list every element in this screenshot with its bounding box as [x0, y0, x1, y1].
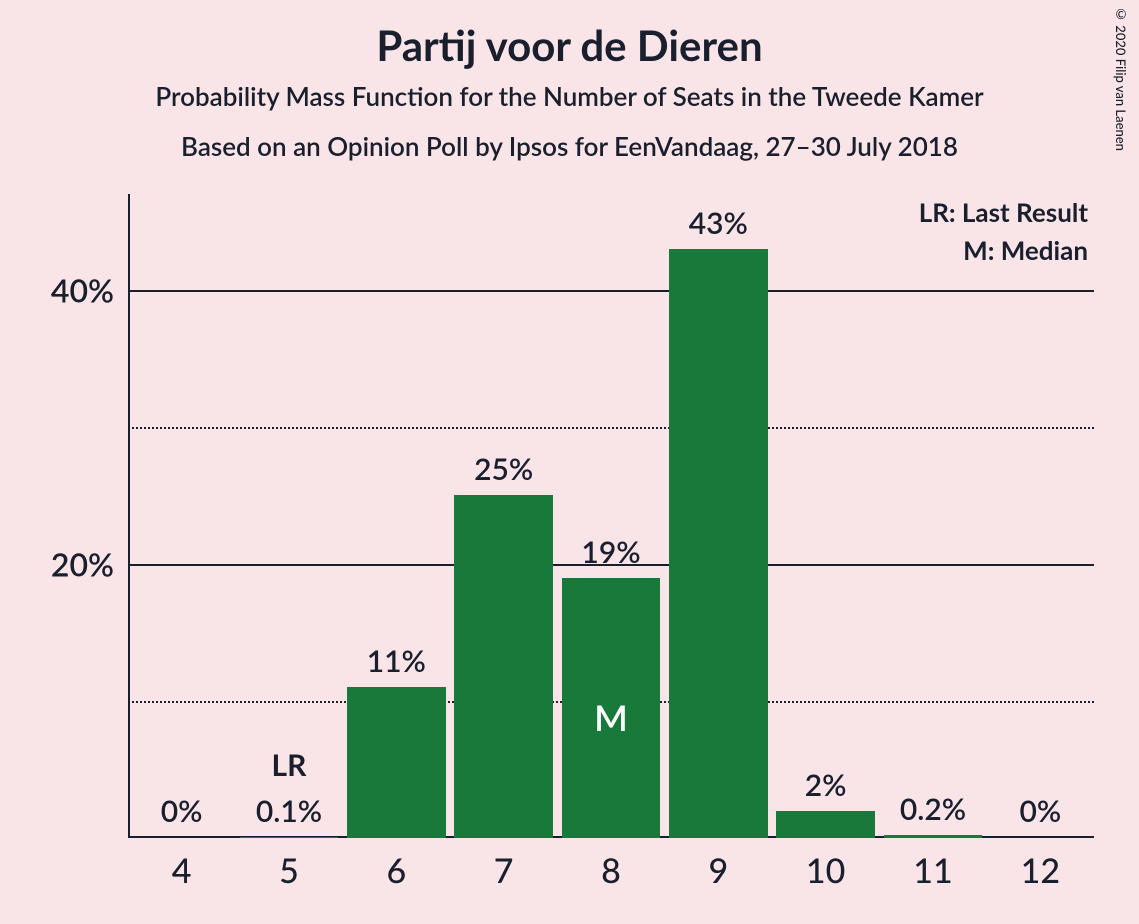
bar: [347, 687, 446, 838]
x-tick-label: 7: [494, 838, 514, 891]
bar-column: 11%: [347, 687, 446, 838]
bar-column: 19%M: [562, 578, 661, 838]
bar-value-label: 0.2%: [900, 791, 966, 835]
chart-container: Partij voor de Dieren Probability Mass F…: [0, 0, 1139, 924]
x-tick-label: 9: [708, 838, 728, 891]
x-tick-label: 4: [172, 838, 192, 891]
x-tick-label: 6: [386, 838, 406, 891]
bar-column: 25%: [454, 495, 553, 838]
chart-subtitle-2: Based on an Opinion Poll by Ipsos for Ee…: [0, 130, 1139, 162]
x-tick-label: 8: [601, 838, 621, 891]
bar-column: 43%: [669, 249, 768, 838]
bar-value-label: 2%: [805, 767, 847, 811]
bar-value-label: 19%: [581, 534, 640, 578]
legend-m: M: Median: [963, 234, 1088, 266]
x-tick-label: 5: [279, 838, 299, 891]
bar-value-label: 0%: [1019, 793, 1061, 837]
bar: [669, 249, 768, 838]
x-tick-label: 10: [806, 838, 845, 891]
y-tick-label: 20%: [51, 544, 128, 583]
x-tick-label: 12: [1021, 838, 1060, 891]
legend-lr: LR: Last Result: [919, 196, 1088, 228]
bar-upper-label: LR: [272, 747, 307, 783]
bar: [454, 495, 553, 838]
bar-value-label: 0.1%: [256, 793, 322, 837]
bar-column: 2%: [776, 811, 875, 838]
bar-value-label: 11%: [367, 643, 426, 687]
bar: [776, 811, 875, 838]
bar-value-label: 0%: [161, 793, 203, 837]
gridline-minor: [128, 427, 1094, 429]
gridline-major: [128, 290, 1094, 292]
y-tick-label: 40%: [51, 270, 128, 309]
bar-value-label: 25%: [474, 451, 533, 495]
plot-area: LR: Last Result M: Median 20%40%0%40.1%L…: [128, 194, 1094, 838]
chart-subtitle-1: Probability Mass Function for the Number…: [0, 80, 1139, 112]
copyright-text: © 2020 Filip van Laenen: [1113, 6, 1129, 151]
bar-inner-label: M: [594, 695, 628, 739]
x-tick-label: 11: [913, 838, 952, 891]
chart-title: Partij voor de Dieren: [0, 20, 1139, 70]
bar-value-label: 43%: [689, 205, 748, 249]
